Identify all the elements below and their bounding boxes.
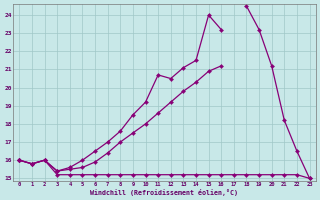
X-axis label: Windchill (Refroidissement éolien,°C): Windchill (Refroidissement éolien,°C) <box>91 189 238 196</box>
